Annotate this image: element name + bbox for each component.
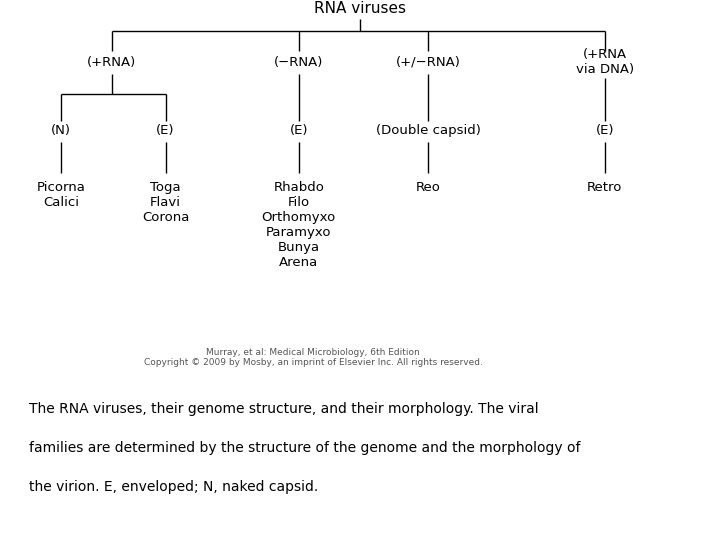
Text: (+/−RNA): (+/−RNA) (396, 56, 461, 69)
Text: the virion. E, enveloped; N, naked capsid.: the virion. E, enveloped; N, naked capsi… (29, 480, 318, 494)
Text: (N): (N) (51, 124, 71, 137)
Text: (+RNA): (+RNA) (87, 56, 136, 69)
Text: (E): (E) (595, 124, 614, 137)
Text: Murray, et al: Medical Microbiology, 6th Edition
Copyright © 2009 by Mosby, an i: Murray, et al: Medical Microbiology, 6th… (144, 348, 482, 367)
Text: (E): (E) (289, 124, 308, 137)
Text: (+RNA
via DNA): (+RNA via DNA) (576, 48, 634, 76)
Text: (E): (E) (156, 124, 175, 137)
Text: Reo: Reo (416, 181, 441, 194)
Text: (−RNA): (−RNA) (274, 56, 323, 69)
Text: The RNA viruses, their genome structure, and their morphology. The viral: The RNA viruses, their genome structure,… (29, 402, 539, 416)
Text: families are determined by the structure of the genome and the morphology of: families are determined by the structure… (29, 441, 580, 455)
Text: (Double capsid): (Double capsid) (376, 124, 481, 137)
Text: Picorna
Calici: Picorna Calici (37, 181, 86, 209)
Text: Rhabdo
Filo
Orthomyxo
Paramyxo
Bunya
Arena: Rhabdo Filo Orthomyxo Paramyxo Bunya Are… (261, 181, 336, 269)
Text: Retro: Retro (587, 181, 623, 194)
Text: RNA viruses: RNA viruses (314, 1, 406, 16)
Text: Toga
Flavi
Corona: Toga Flavi Corona (142, 181, 189, 224)
